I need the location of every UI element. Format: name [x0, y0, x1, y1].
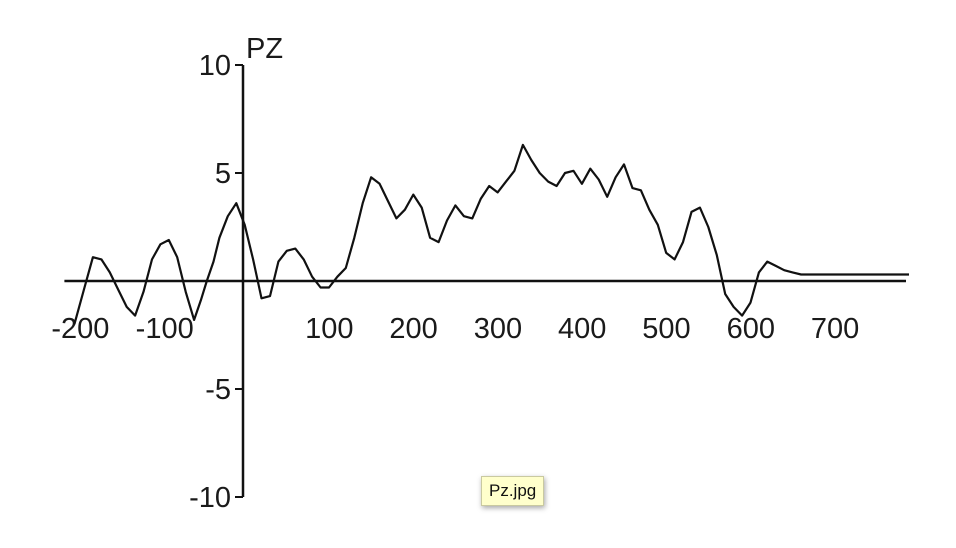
x-tick-label: -100 [136, 313, 194, 345]
filename-tooltip: Pz.jpg [481, 476, 545, 506]
x-tick-label: -200 [51, 313, 109, 345]
x-tick-label: 200 [389, 313, 437, 345]
y-tick-label: -10 [189, 482, 231, 514]
x-tick-label: 600 [727, 313, 775, 345]
tick-labels: 10 5 -5 -10 -200 -100 100 200 300 400 500 600 700 [51, 50, 859, 514]
x-tick-label: 100 [305, 313, 353, 345]
x-tick-label: 400 [558, 313, 606, 345]
x-tick-label: 700 [811, 313, 859, 345]
chart-title: PZ [246, 33, 283, 65]
y-tick-label: 10 [199, 50, 231, 82]
x-tick-label: 300 [474, 313, 522, 345]
x-tick-label: 500 [642, 313, 690, 345]
series-line [73, 143, 909, 325]
axes [64, 64, 906, 498]
y-tick-label: -5 [205, 374, 231, 406]
y-tick-label: 5 [215, 158, 231, 190]
